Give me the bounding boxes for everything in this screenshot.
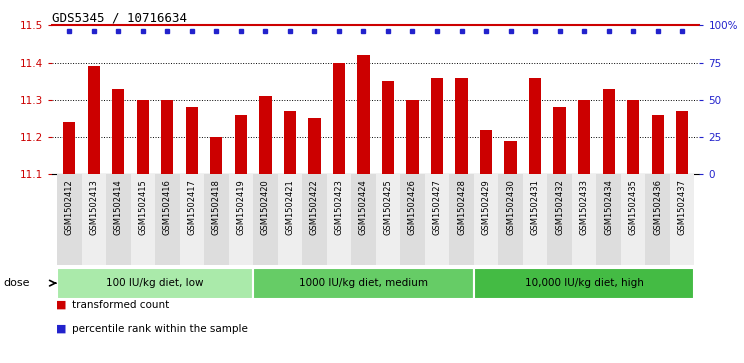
Bar [627, 100, 639, 174]
Bar [572, 174, 597, 265]
Bar [455, 77, 468, 174]
Bar [548, 174, 572, 265]
Bar [646, 174, 670, 265]
Bar [137, 100, 149, 174]
Text: GSM1502417: GSM1502417 [187, 179, 196, 234]
Bar [578, 100, 590, 174]
Text: 1000 IU/kg diet, medium: 1000 IU/kg diet, medium [299, 278, 428, 288]
Bar [211, 137, 222, 174]
Bar [400, 174, 425, 265]
Text: GSM1502418: GSM1502418 [212, 179, 221, 234]
Text: GSM1502437: GSM1502437 [678, 179, 687, 235]
FancyBboxPatch shape [253, 268, 474, 299]
Text: GSM1502413: GSM1502413 [89, 179, 98, 234]
Text: ■: ■ [56, 300, 66, 310]
Bar [480, 130, 493, 174]
Bar [63, 122, 75, 174]
Bar [235, 115, 247, 174]
Text: GSM1502421: GSM1502421 [286, 179, 295, 234]
Text: GSM1502416: GSM1502416 [163, 179, 172, 234]
Bar [554, 107, 565, 174]
Bar [449, 174, 474, 265]
Bar [652, 115, 664, 174]
FancyBboxPatch shape [57, 268, 253, 299]
Bar [670, 174, 694, 265]
Bar [406, 100, 419, 174]
Bar [186, 107, 198, 174]
Bar [529, 77, 541, 174]
Bar [333, 62, 345, 174]
Text: GSM1502432: GSM1502432 [555, 179, 564, 234]
Text: GSM1502425: GSM1502425 [383, 179, 393, 234]
Text: GSM1502429: GSM1502429 [481, 179, 490, 234]
Bar [112, 89, 124, 174]
Bar [308, 118, 321, 174]
Bar [302, 174, 327, 265]
Bar [504, 141, 516, 174]
Bar [523, 174, 548, 265]
Text: GSM1502434: GSM1502434 [604, 179, 613, 234]
Text: 100 IU/kg diet, low: 100 IU/kg diet, low [106, 278, 204, 288]
Text: GSM1502422: GSM1502422 [310, 179, 319, 234]
Bar [155, 174, 179, 265]
Text: GSM1502414: GSM1502414 [114, 179, 123, 234]
Text: dose: dose [4, 278, 31, 288]
Bar [603, 89, 615, 174]
Bar [474, 174, 498, 265]
Bar [57, 174, 82, 265]
Bar [179, 174, 204, 265]
Bar [382, 81, 394, 174]
Text: GSM1502423: GSM1502423 [335, 179, 344, 234]
Bar [376, 174, 400, 265]
Text: GSM1502431: GSM1502431 [530, 179, 539, 234]
Text: GSM1502436: GSM1502436 [653, 179, 662, 235]
Bar [88, 66, 100, 174]
Bar [82, 174, 106, 265]
Bar [161, 100, 173, 174]
Text: GSM1502427: GSM1502427 [432, 179, 441, 234]
Text: GSM1502415: GSM1502415 [138, 179, 147, 234]
Text: percentile rank within the sample: percentile rank within the sample [72, 323, 248, 334]
Bar [204, 174, 228, 265]
Text: GDS5345 / 10716634: GDS5345 / 10716634 [52, 11, 187, 24]
Bar [431, 77, 443, 174]
Bar [351, 174, 376, 265]
Text: 10,000 IU/kg diet, high: 10,000 IU/kg diet, high [525, 278, 644, 288]
Bar [357, 55, 370, 174]
Text: ■: ■ [56, 323, 66, 334]
Bar [621, 174, 646, 265]
Text: GSM1502420: GSM1502420 [261, 179, 270, 234]
Text: GSM1502433: GSM1502433 [580, 179, 589, 235]
Text: GSM1502430: GSM1502430 [506, 179, 515, 234]
Bar [130, 174, 155, 265]
Bar [253, 174, 278, 265]
Bar [259, 96, 272, 174]
Text: GSM1502424: GSM1502424 [359, 179, 368, 234]
Text: GSM1502412: GSM1502412 [65, 179, 74, 234]
Text: GSM1502426: GSM1502426 [408, 179, 417, 234]
Bar [278, 174, 302, 265]
Bar [283, 111, 296, 174]
Bar [597, 174, 621, 265]
Text: GSM1502419: GSM1502419 [237, 179, 246, 234]
Bar [425, 174, 449, 265]
Text: transformed count: transformed count [72, 300, 170, 310]
Bar [498, 174, 523, 265]
FancyBboxPatch shape [474, 268, 694, 299]
Bar [106, 174, 130, 265]
Bar [327, 174, 351, 265]
Text: GSM1502435: GSM1502435 [629, 179, 638, 234]
Bar [676, 111, 688, 174]
Bar [228, 174, 253, 265]
Text: GSM1502428: GSM1502428 [457, 179, 466, 234]
